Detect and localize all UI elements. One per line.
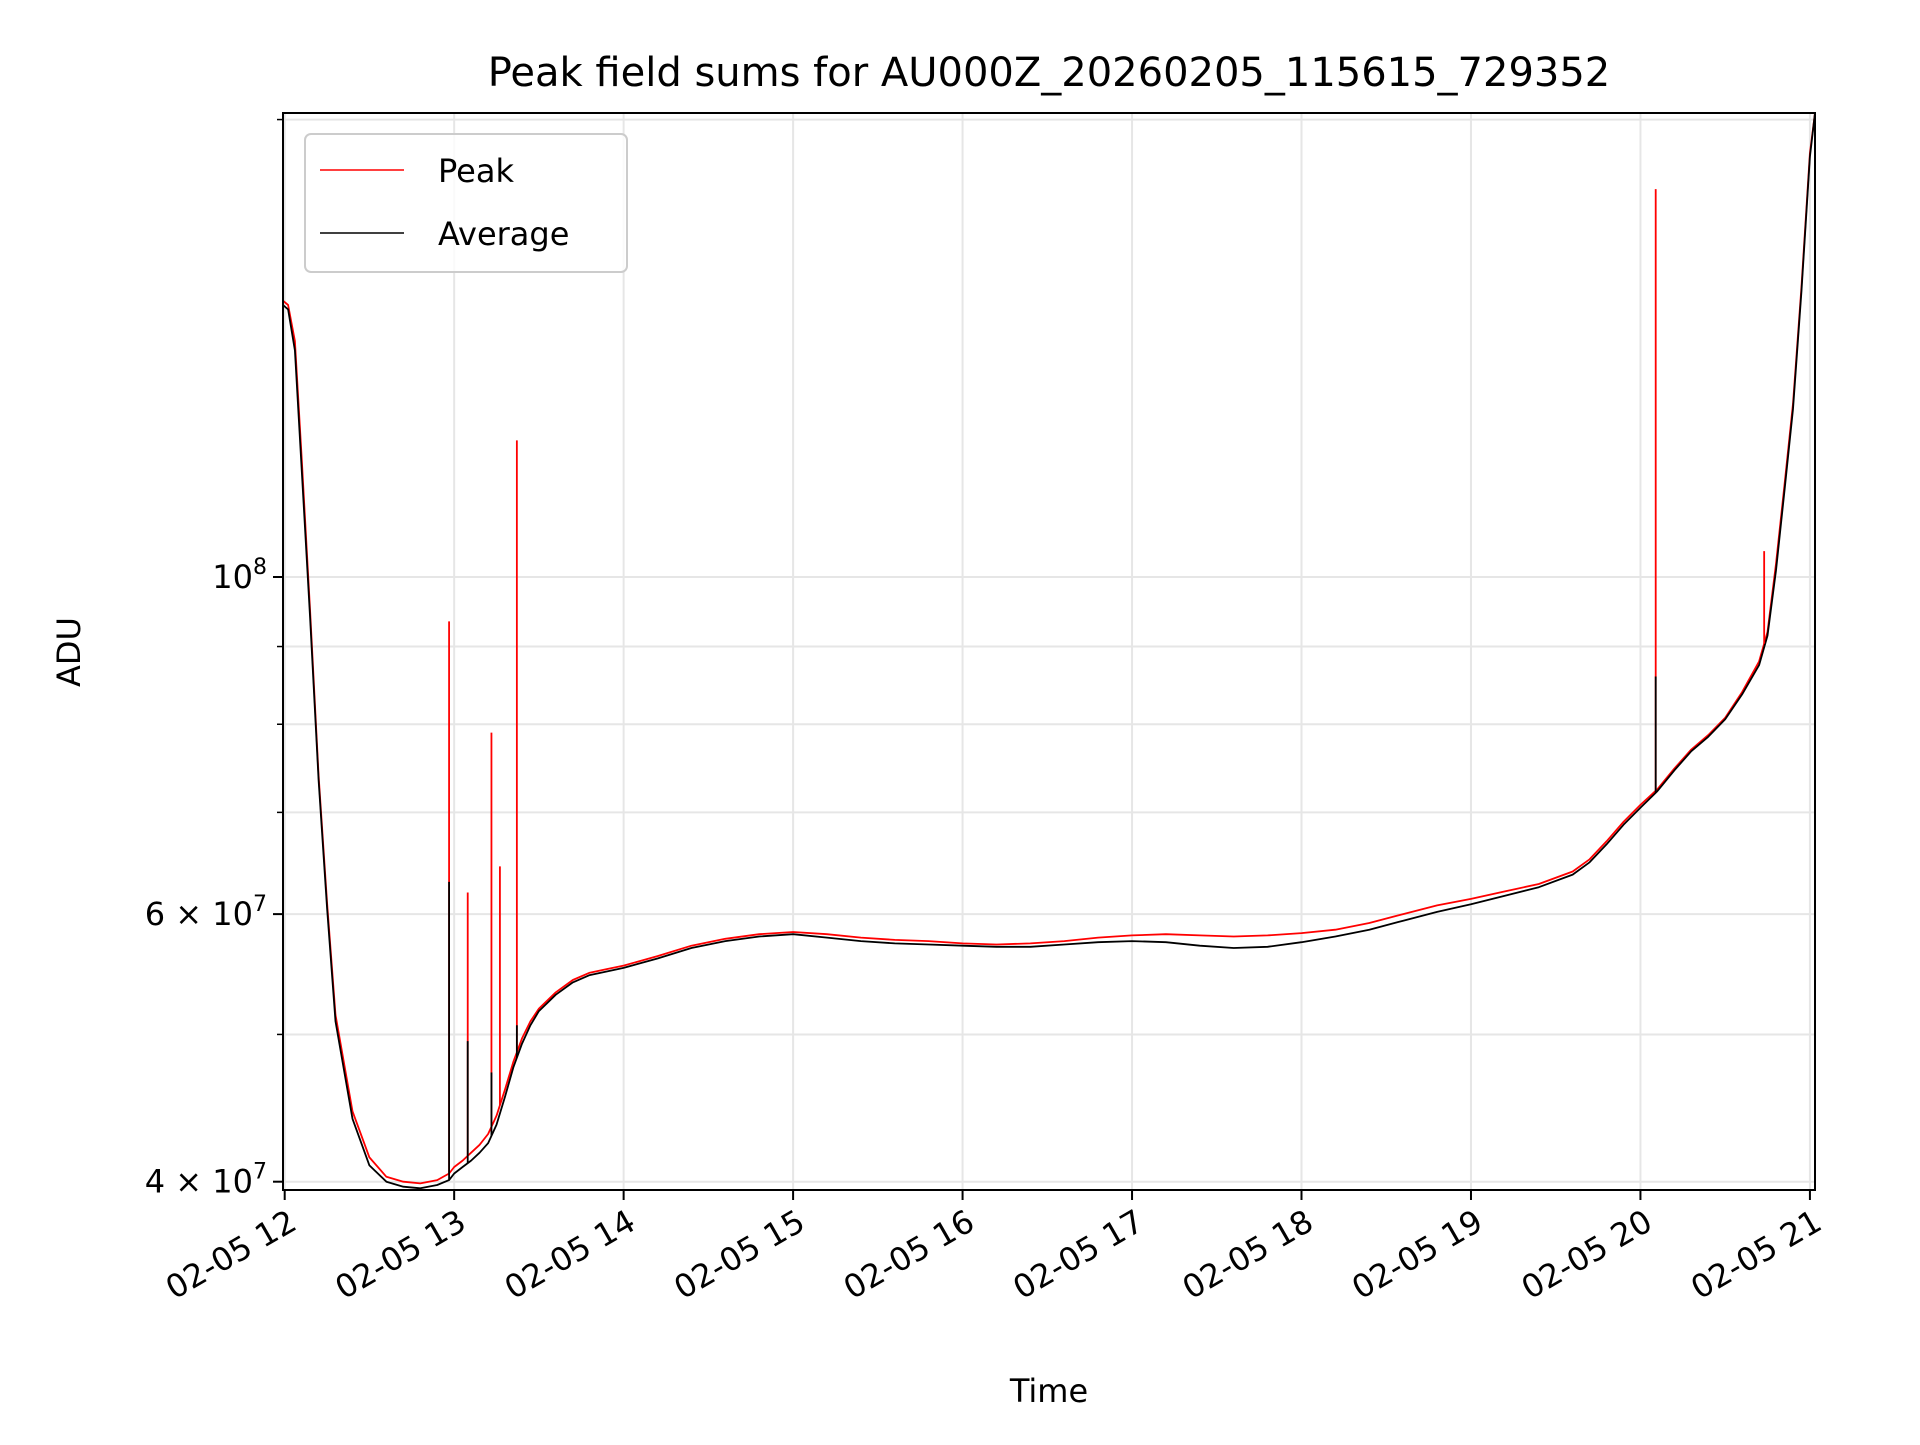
y-tick-label: 4 × 107 <box>145 1160 267 1201</box>
legend-label-peak: Peak <box>438 152 514 190</box>
y-axis-label: ADU <box>50 617 88 687</box>
data-layer <box>282 112 1816 1190</box>
plot-frame <box>282 112 1816 1191</box>
grid-layer <box>283 113 1815 1190</box>
x-axis-label: Time <box>1009 1372 1088 1410</box>
chart-title: Peak field sums for AU000Z_20260205_1156… <box>488 50 1611 96</box>
series-line-average <box>282 112 1816 1190</box>
y-tick-label: 6 × 107 <box>145 892 267 933</box>
legend-label-average: Average <box>438 215 569 253</box>
legend-box <box>304 133 628 273</box>
legend: Peak Average <box>304 133 628 273</box>
series-line-peak <box>282 112 1816 1185</box>
